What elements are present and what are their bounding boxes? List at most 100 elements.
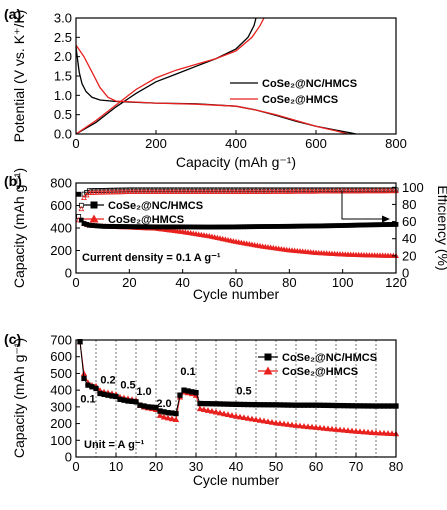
panel-b-series-1-efficiency-point bbox=[97, 188, 103, 193]
panel-c-series-2-point bbox=[288, 421, 296, 428]
panel-c-rate-label: 0.5 bbox=[120, 379, 135, 391]
panel-b-x-tick-label: 0 bbox=[72, 275, 79, 290]
panel-a-series-2-discharge-curve bbox=[75, 44, 349, 135]
panel-c-plot-area bbox=[76, 338, 400, 457]
panel-c-y-tick-label: 500 bbox=[50, 366, 72, 381]
panel-b-y-tick-label: 600 bbox=[50, 198, 72, 213]
panel-c-rate-labels: 0.10.2 0.51.02.00.10.5 bbox=[80, 366, 251, 410]
panel-a-y-tick-label: 2.0 bbox=[54, 49, 72, 64]
panel-c-x-tick-label: 10 bbox=[109, 459, 123, 474]
panel-c-series-2-point bbox=[348, 427, 356, 434]
panel-b-series-1-efficiency-point bbox=[230, 187, 236, 193]
panel-c-series-2-point bbox=[356, 428, 364, 435]
panel-b-series-1-efficiency-point bbox=[212, 187, 218, 193]
panel-b-y-tick-label: 0 bbox=[65, 266, 72, 281]
panel-b-x-tick-label: 80 bbox=[282, 275, 296, 290]
panel-c-series-2-point bbox=[164, 414, 172, 421]
panel-c-series-2-point bbox=[316, 424, 324, 431]
panel-a-x-tick-label: 600 bbox=[305, 136, 327, 151]
panel-b-legend-label-2: CoSe₂@HMCS bbox=[108, 214, 184, 226]
panel-b-y2-tick-label: 80 bbox=[402, 197, 416, 212]
panel-b-series-1-efficiency-point bbox=[177, 187, 183, 193]
panel-b-series-1-efficiency-point bbox=[134, 187, 140, 193]
panel-c-series-2-point bbox=[336, 426, 344, 433]
panel-c-series-2-point bbox=[304, 423, 312, 430]
panel-c-legend-label-2: CoSe₂@HMCS bbox=[282, 366, 358, 378]
panel-b-legend-label-1: CoSe₂@NC/HMCS bbox=[108, 200, 203, 212]
panel-a-x-tick-label: 800 bbox=[385, 136, 407, 151]
panel-c-series-2-point bbox=[260, 417, 268, 424]
panel-c-x-tick-label: 50 bbox=[269, 459, 283, 474]
panel-b-series-1-efficiency-point bbox=[129, 187, 135, 193]
panel-b-label: (b) bbox=[4, 173, 22, 189]
panel-c-series-2-point bbox=[292, 422, 300, 428]
panel-c-series-2-point bbox=[312, 424, 320, 430]
panel-b-series-1-efficiency-point bbox=[172, 187, 178, 193]
panel-a-x-axis-label: Capacity (mAh g⁻¹) bbox=[176, 154, 296, 170]
panel-a-x-tick-label: 400 bbox=[225, 136, 247, 151]
panel-c-y-tick-label: 700 bbox=[50, 333, 72, 348]
panel-b-series-1-efficiency-point bbox=[156, 187, 162, 193]
panel-b-series-1-efficiency-point bbox=[228, 187, 234, 193]
panel-c-series-1-point bbox=[113, 393, 119, 400]
panel-b-series-1-efficiency-point bbox=[222, 187, 228, 193]
panel-c-series-2-point bbox=[172, 416, 180, 423]
panel-c-x-axis-label: Cycle number bbox=[193, 472, 280, 488]
panel-b-y-tick-label: 800 bbox=[50, 176, 72, 191]
panel-c-y-tick-label: 600 bbox=[50, 349, 72, 364]
panel-c-series-2-point bbox=[228, 412, 236, 418]
panel-c-y-tick-label: 400 bbox=[50, 383, 72, 398]
panel-c-series-2-point bbox=[372, 429, 380, 436]
panel-c-series-2-point bbox=[296, 422, 304, 429]
panel-c-legend: CoSe₂@NC/HMCS CoSe₂@HMCS bbox=[258, 352, 377, 378]
panel-b-series-1-efficiency-point bbox=[206, 187, 212, 193]
panel-c-series-2-point bbox=[200, 406, 208, 413]
panel-a-label: (a) bbox=[4, 6, 21, 22]
panel-c-series-2-point bbox=[268, 418, 276, 425]
panel-b-series-1-capacity-point bbox=[78, 217, 84, 223]
panel-c-x-tick-label: 20 bbox=[149, 459, 163, 474]
panel-a-x-tick-label: 0 bbox=[72, 136, 79, 151]
panel-b-series-1-efficiency-point bbox=[198, 187, 204, 193]
panel-c-series-2-point bbox=[252, 416, 260, 423]
panel-b-series-1-efficiency-point bbox=[150, 187, 156, 193]
panel-b-y-axis-label: Capacity (mAh g⁻¹) bbox=[11, 168, 27, 288]
panel-c-series-2-point bbox=[276, 420, 284, 426]
panel-c-x-tick-label: 80 bbox=[389, 459, 403, 474]
panel-b-y2-tick-label: 60 bbox=[402, 214, 416, 229]
panel-b-series-1-efficiency-point bbox=[161, 187, 167, 193]
panel-b-x-ticks: 0 20 40 60 80 100 120 bbox=[72, 269, 407, 290]
panel-b-y-ticks: 0 200 400 600 800 bbox=[50, 176, 80, 281]
panel-b-series-1-efficiency-point bbox=[86, 188, 92, 194]
panel-c-series-2-point bbox=[328, 425, 336, 432]
panel-b-series-1-efficiency-point bbox=[201, 187, 207, 193]
panel-a-y-tick-label: 2.5 bbox=[54, 30, 72, 45]
panel-c-series-2-point bbox=[344, 427, 352, 434]
panel-c-series-2-point bbox=[360, 428, 368, 435]
panel-c-series-2-point bbox=[196, 405, 204, 412]
panel-c-series-2-point bbox=[220, 410, 228, 417]
panel-b-series-2-efficiency-point bbox=[83, 192, 90, 198]
panel-c-series-2-point bbox=[308, 423, 316, 430]
panel-b-series-1-efficiency-point bbox=[100, 188, 106, 193]
panel-c: (c) 0 10 20 30 40 50 60 70 80 010020030040050060… bbox=[4, 331, 403, 488]
panel-c-series-2-point bbox=[388, 430, 396, 437]
panel-c-series-2-point bbox=[384, 430, 392, 436]
panel-c-series-2-point bbox=[380, 429, 388, 436]
panel-b-series-1-efficiency-point bbox=[113, 187, 119, 193]
panel-c-label: (c) bbox=[4, 331, 21, 347]
panel-b-series-1-efficiency-point bbox=[92, 188, 98, 194]
panel-c-series-2-point bbox=[168, 415, 176, 422]
panel-b-series-1-efficiency-point bbox=[169, 187, 175, 193]
panel-c-series-2-point bbox=[324, 425, 332, 432]
panel-b-x-axis-label: Cycle number bbox=[193, 286, 280, 302]
panel-b-series-1-efficiency-point bbox=[124, 187, 130, 193]
panel-b-series-1-efficiency-point bbox=[196, 187, 202, 193]
panel-c-series-1-point bbox=[133, 399, 139, 405]
panel-b-legend: CoSe₂@NC/HMCS CoSe₂@HMCS bbox=[84, 200, 203, 226]
panel-a-plot-area bbox=[75, 17, 357, 135]
panel-b-series-1-efficiency-point bbox=[180, 187, 186, 193]
panel-b-y2-tick-label: 20 bbox=[402, 248, 416, 263]
panel-c-series-2-point bbox=[340, 426, 348, 433]
panel-b-series-1-efficiency-point bbox=[142, 187, 148, 193]
